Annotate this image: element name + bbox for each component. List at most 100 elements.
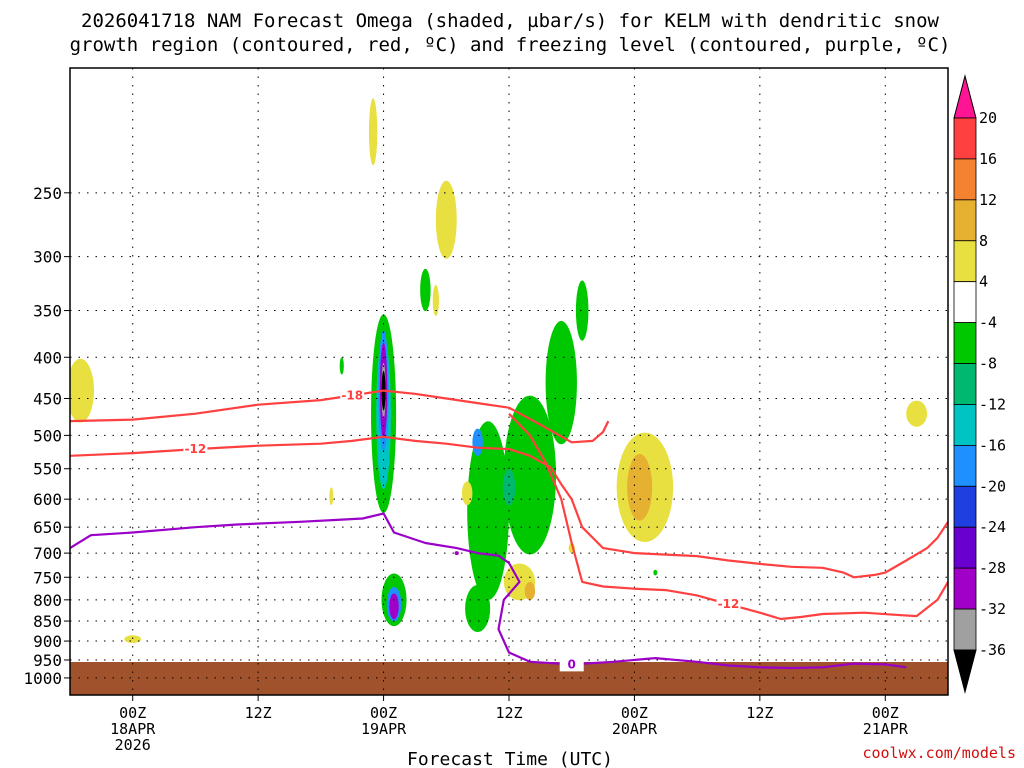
colorbar-label-13: -36 bbox=[979, 641, 1006, 659]
xtick-label-0-0: 00Z bbox=[119, 704, 146, 722]
colorbar-band-13 bbox=[953, 608, 977, 651]
omega-blob-13 bbox=[465, 584, 491, 632]
grid bbox=[70, 68, 948, 695]
chart-title-line2: growth region (contoured, red, ºC) and f… bbox=[70, 34, 951, 56]
contour-dendritic-east-label: -12 bbox=[718, 597, 740, 611]
omega-shading bbox=[70, 98, 928, 644]
omega-blob-11 bbox=[545, 320, 577, 445]
ytick-label-950: 950 bbox=[33, 651, 62, 670]
omega-blob-18 bbox=[432, 284, 439, 316]
ytick-label-450: 450 bbox=[33, 390, 62, 409]
colorbar-label-6: -8 bbox=[979, 355, 997, 373]
colorbar-label-11: -28 bbox=[979, 559, 1006, 577]
colorbar-band-2 bbox=[953, 158, 977, 201]
xtick-label-0-2: 2026 bbox=[115, 736, 151, 754]
xtick-label-4-0: 00Z bbox=[621, 704, 648, 722]
credit-text: coolwx.com/models bbox=[862, 744, 1016, 762]
contour-freezing-level-label-bg bbox=[559, 656, 584, 672]
colorbar-label-10: -24 bbox=[979, 518, 1006, 536]
omega-blob-15 bbox=[472, 428, 483, 457]
omega-blob-29 bbox=[906, 400, 928, 427]
omega-blob-26 bbox=[524, 582, 536, 600]
contour-dendritic-upper-label: -18 bbox=[341, 388, 363, 402]
contour-freezing-level-label: 0 bbox=[568, 657, 576, 671]
colorbar-band-6 bbox=[953, 322, 977, 364]
omega-blob-21 bbox=[70, 358, 95, 423]
xtick-label-6-1: 21APR bbox=[863, 720, 909, 738]
ytick-label-500: 500 bbox=[33, 426, 62, 445]
x-axis-label: Forecast Time (UTC) bbox=[407, 749, 613, 768]
colorbar-top-arrow bbox=[953, 74, 977, 119]
ytick-label-1000: 1000 bbox=[23, 669, 62, 688]
omega-blob-8 bbox=[389, 593, 399, 620]
colorbar-band-7 bbox=[953, 363, 977, 405]
omega-blob-24 bbox=[627, 454, 653, 521]
colorbar-band-9 bbox=[953, 444, 977, 487]
omega-blob-14 bbox=[502, 469, 516, 506]
omega-blob-28 bbox=[329, 487, 334, 506]
contour-freezing-level bbox=[70, 512, 907, 670]
omega-blob-12 bbox=[575, 280, 589, 341]
omega-blob-19 bbox=[435, 180, 457, 259]
colorbar-label-8: -16 bbox=[979, 436, 1006, 454]
colorbar-bottom-arrow bbox=[953, 649, 977, 694]
contour-dendritic-lower-label-bg bbox=[183, 441, 208, 457]
colorbar-label-1: 16 bbox=[979, 150, 997, 168]
colorbar-band-4 bbox=[953, 240, 977, 283]
xtick-label-0-1: 18APR bbox=[110, 720, 156, 738]
contour-dendritic-upper-label-bg bbox=[340, 387, 365, 403]
colorbar-label-4: 4 bbox=[979, 273, 988, 291]
colorbar-label-12: -32 bbox=[979, 600, 1006, 618]
colorbar: 20 16 12 8 4 -4 -8 -12 -16 -20 -24 -28 -32 -36 bbox=[953, 74, 1006, 694]
y-axis: 2503003504004505005506006507007508008509… bbox=[23, 184, 70, 688]
omega-blob-27 bbox=[461, 481, 473, 506]
omega-blob-10 bbox=[503, 395, 557, 555]
xtick-label-4-1: 20APR bbox=[612, 720, 658, 738]
xtick-label-2-1: 19APR bbox=[361, 720, 407, 738]
colorbar-band-12 bbox=[953, 567, 977, 610]
xtick-label-6-0: 00Z bbox=[872, 704, 899, 722]
contour-dendritic-lower-label: -12 bbox=[185, 442, 207, 456]
colorbar-band-11 bbox=[953, 526, 977, 569]
omega-blob-22 bbox=[124, 635, 142, 644]
contour-dendritic-upper bbox=[70, 389, 610, 444]
ytick-label-550: 550 bbox=[33, 460, 62, 479]
contour-dendritic-lower bbox=[70, 435, 948, 579]
omega-blob-20 bbox=[368, 98, 378, 166]
colorbar-label-7: -12 bbox=[979, 395, 1006, 413]
ytick-label-850: 850 bbox=[33, 612, 62, 631]
ytick-label-750: 750 bbox=[33, 568, 62, 587]
ytick-label-650: 650 bbox=[33, 518, 62, 537]
colorbar-band-5 bbox=[953, 281, 977, 324]
ytick-label-600: 600 bbox=[33, 490, 62, 509]
omega-blob-32 bbox=[454, 551, 459, 556]
colorbar-label-2: 12 bbox=[979, 191, 997, 209]
colorbar-band-1 bbox=[953, 117, 977, 160]
xtick-label-2-0: 00Z bbox=[370, 704, 397, 722]
omega-blob-17 bbox=[339, 357, 344, 375]
contour-dendritic-east bbox=[508, 412, 948, 621]
xtick-label-5-0: 12Z bbox=[746, 704, 773, 722]
ytick-label-900: 900 bbox=[33, 632, 62, 651]
ytick-label-400: 400 bbox=[33, 348, 62, 367]
omega-blob-31 bbox=[653, 569, 658, 576]
xtick-label-1-0: 12Z bbox=[245, 704, 272, 722]
colorbar-label-5: -4 bbox=[979, 314, 997, 332]
omega-blob-16 bbox=[420, 268, 431, 312]
ytick-label-250: 250 bbox=[33, 184, 62, 203]
ytick-label-800: 800 bbox=[33, 591, 62, 610]
colorbar-band-10 bbox=[953, 485, 977, 528]
colorbar-band-8 bbox=[953, 404, 977, 446]
xtick-label-3-0: 12Z bbox=[495, 704, 522, 722]
contours: -18 -12 -12 0 bbox=[70, 387, 948, 672]
ytick-label-700: 700 bbox=[33, 544, 62, 563]
colorbar-label-3: 8 bbox=[979, 232, 988, 250]
ytick-label-350: 350 bbox=[33, 302, 62, 321]
colorbar-label-9: -20 bbox=[979, 477, 1006, 495]
ytick-label-300: 300 bbox=[33, 248, 62, 267]
colorbar-label-0: 20 bbox=[979, 109, 997, 127]
contour-dendritic-east-label-bg bbox=[716, 596, 741, 612]
chart-title-line1: 2026041718 NAM Forecast Omega (shaded, µ… bbox=[81, 10, 939, 32]
